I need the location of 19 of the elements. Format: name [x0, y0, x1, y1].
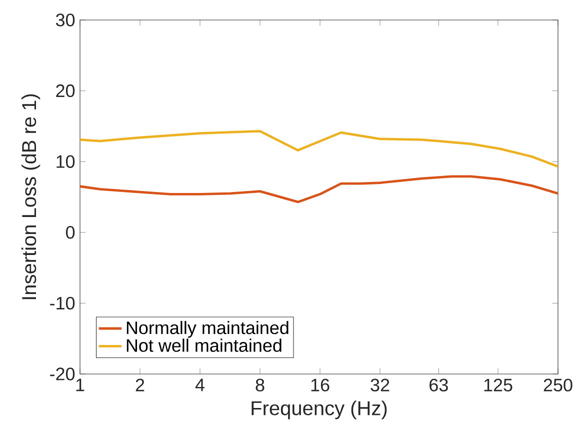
y-tick-label: 0	[66, 226, 75, 239]
x-tick-label: 250	[544, 378, 572, 392]
y-axis-title: Insertion Loss (dB re 1)	[21, 94, 40, 300]
x-tick-label: 1	[76, 378, 84, 392]
x-tick-label: 63	[430, 378, 448, 392]
y-tick-label: 20	[56, 84, 75, 98]
x-tick-label: 16	[311, 378, 330, 392]
x-tick-label: 4	[195, 378, 205, 392]
x-tick-label: 32	[370, 378, 390, 392]
x-axis-title: Frequency (Hz)	[252, 400, 387, 420]
legend-label: Not well maintained	[126, 338, 282, 352]
x-tick-label: 125	[484, 378, 512, 392]
y-tick-label: 30	[56, 14, 75, 26]
y-tick-label: 10	[56, 155, 75, 168]
y-tick-label: -20	[50, 368, 75, 380]
legend-label: Normally maintained	[126, 320, 288, 338]
y-tick-label: -10	[50, 296, 75, 310]
x-tick-label: 2	[136, 378, 144, 392]
x-tick-label: 8	[256, 378, 264, 392]
